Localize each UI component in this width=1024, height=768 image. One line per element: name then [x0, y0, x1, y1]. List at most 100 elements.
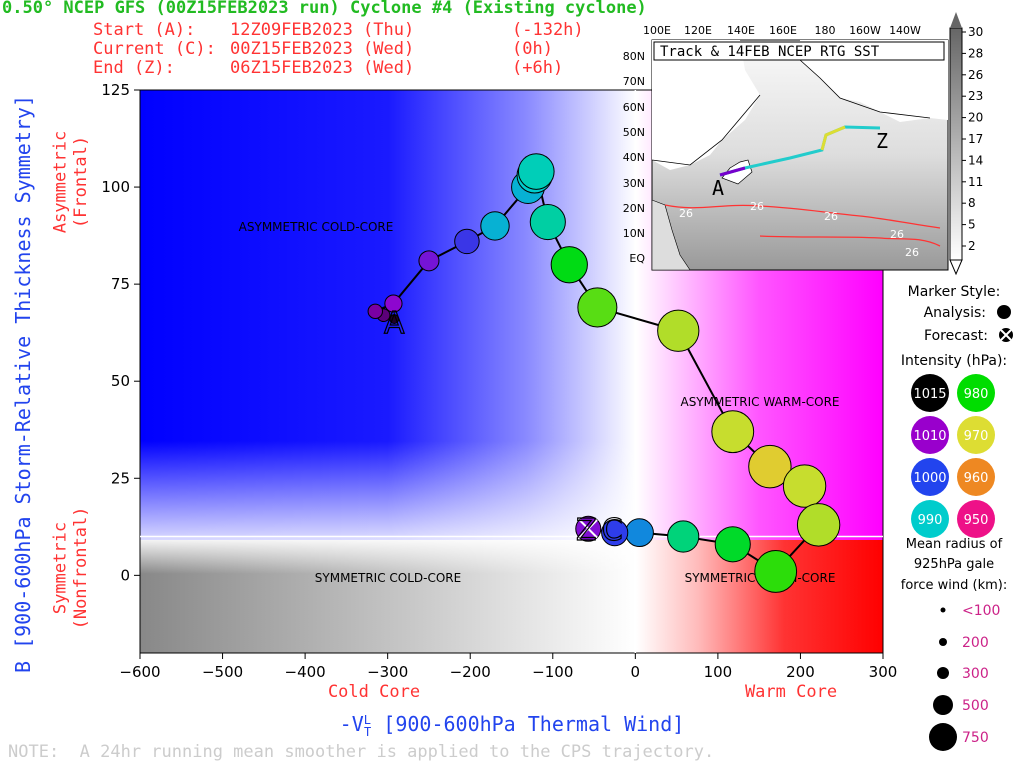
- sst-colorbar-top-arrow: [950, 12, 962, 28]
- inset-sst-contour-26: [664, 204, 941, 229]
- intensity-swatch-label: 1015: [913, 387, 946, 402]
- colorbar-tick-label: 23: [968, 89, 983, 103]
- inset-track-end-marker: Z: [876, 129, 888, 153]
- y-side-label-asym-1: Asymmetric(Frontal): [50, 131, 90, 233]
- sst-inset-map: A Z Track & 14FEB NCEP RTG SST 26 26 26 …: [623, 12, 983, 276]
- intensity-swatch-label: 950: [964, 513, 989, 528]
- inset-lon-label: 140W: [889, 24, 921, 37]
- radius-swatch-label: 300: [962, 666, 989, 682]
- inset-title: Track & 14FEB NCEP RTG SST: [660, 44, 880, 60]
- legend-radius-title-3: force wind (km):: [901, 578, 1007, 593]
- intensity-swatch-label: 1010: [913, 429, 946, 444]
- track-point: [529, 203, 566, 241]
- track-point: [384, 294, 403, 313]
- symmetric-warm-core-region: [636, 540, 883, 653]
- inset-lat-label: 80N: [623, 50, 645, 63]
- inset-sst-label-2: 26: [750, 200, 764, 213]
- x-tick-label: −100: [532, 663, 573, 681]
- track-point: [748, 444, 792, 489]
- start-offset: (-132h): [512, 20, 584, 40]
- intensity-swatch: [911, 416, 949, 454]
- legend-analysis-label: Analysis:: [924, 305, 986, 321]
- inset-lat-label: 10N: [623, 227, 645, 240]
- radius-swatch-label: 500: [962, 698, 989, 714]
- intensity-swatch: [957, 374, 995, 412]
- colorbar-tick-label: 8: [968, 196, 976, 210]
- radius-swatch-label: 200: [962, 635, 989, 651]
- quadrant-label-awc: ASYMMETRIC WARM-CORE: [680, 395, 839, 409]
- inset-lat-label: 40N: [623, 151, 645, 164]
- track-point: [782, 464, 827, 508]
- inset-sst-label-5: 26: [905, 246, 919, 259]
- y-tick-label: 100: [101, 178, 130, 196]
- track-point: [550, 246, 588, 284]
- x-tick-label: −600: [119, 663, 160, 681]
- radius-swatch: [940, 607, 946, 613]
- track-end-marker: Z: [576, 513, 597, 548]
- inset-title-box: [653, 41, 945, 61]
- inset-track-mid-segment: [820, 125, 846, 151]
- inset-lon-label: 140E: [727, 24, 755, 37]
- inset-sst-label-4: 26: [890, 228, 904, 241]
- y-axis-title: B [900-600hPa Storm-Relative Thickness S…: [11, 95, 35, 673]
- track-point: [667, 520, 700, 553]
- quadrant-labels: ASYMMETRIC COLD-CORE ASYMMETRIC WARM-COR…: [239, 220, 840, 585]
- track-point: [754, 550, 798, 593]
- y-side-label-sym-1: Symmetric(Nonfrontal): [50, 507, 90, 630]
- track-current-marker: C: [602, 513, 623, 548]
- track-point: [480, 211, 510, 241]
- quadrant-label-scc: SYMMETRIC COLD-CORE: [315, 571, 461, 585]
- axes: −600 −500 −400 −300 −200 −100 0 100 200 300 0 25 50 7…: [101, 81, 897, 681]
- track-point: [714, 526, 751, 563]
- inset-coastlines: [651, 59, 931, 166]
- inset-track-start-segment: [719, 166, 746, 177]
- chart-title: 0.50° NCEP GFS (00Z15FEB2023 run) Cyclon…: [2, 0, 647, 18]
- start-date: 12Z09FEB2023 (Thu): [230, 20, 415, 40]
- intensity-swatch: [911, 500, 949, 538]
- end-date: 06Z15FEB2023 (Wed): [230, 58, 415, 78]
- footnote: NOTE: A 24hr running mean smoother is ap…: [8, 742, 715, 762]
- intensity-swatch: [911, 458, 949, 496]
- inset-lat-label: 20N: [623, 202, 645, 215]
- inset-lat-label: 50N: [623, 126, 645, 139]
- current-date: 00Z15FEB2023 (Wed): [230, 39, 415, 59]
- colorbar-tick-label: 17: [968, 132, 983, 146]
- intensity-swatch: [911, 374, 949, 412]
- radius-swatch: [929, 723, 957, 751]
- track-point: [517, 153, 555, 190]
- legend-radius-title-1: Mean radius of: [906, 537, 1003, 552]
- track-point: [367, 303, 383, 320]
- y-tick-label: 25: [111, 469, 130, 487]
- forecast-x-mark: [578, 519, 598, 539]
- end-label: End (Z):: [93, 58, 175, 78]
- x-tick-label: −200: [450, 663, 491, 681]
- inset-lat-label: 60N: [623, 101, 645, 114]
- x-tick-label: 100: [704, 663, 733, 681]
- inset-lon-label: 160W: [849, 24, 881, 37]
- legend-intensity-title: Intensity (hPa):: [901, 353, 1007, 369]
- colorbar-tick-label: 30: [968, 25, 983, 39]
- inset-land-asia: [652, 40, 760, 170]
- cyclone-track: A Z C: [367, 153, 841, 593]
- track-point: [418, 250, 440, 272]
- track-point: [454, 228, 480, 255]
- colorbar-tick-label: 14: [968, 153, 983, 167]
- radius-swatch: [939, 638, 947, 646]
- inset-track-start-marker: A: [712, 176, 724, 200]
- legend: Marker Style: Analysis: Forecast: Intens…: [901, 284, 1013, 751]
- x-tick-label: 200: [786, 663, 815, 681]
- x-tick-label: −500: [202, 663, 243, 681]
- inset-sst-label-1: 26: [679, 207, 693, 220]
- legend-forecast-label: Forecast:: [924, 328, 988, 344]
- inset-land-japan: [721, 159, 753, 185]
- y-tick-label: 125: [101, 81, 130, 99]
- radius-swatch-label: <100: [962, 603, 1000, 619]
- inset-lon-label: 120E: [684, 24, 712, 37]
- inset-lon-label: 160E: [769, 24, 797, 37]
- intensity-swatch-label: 1000: [913, 471, 946, 486]
- x-axis-title: -VL T [900-600hPa Thermal Wind]: [340, 712, 685, 739]
- intensity-swatch-label: 960: [964, 471, 989, 486]
- x-side-label-warm: Warm Core: [745, 682, 837, 702]
- radius-swatch: [937, 667, 949, 679]
